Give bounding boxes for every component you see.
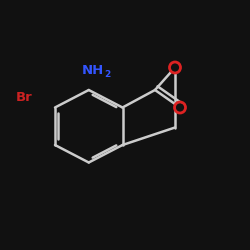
Circle shape — [170, 63, 180, 72]
Circle shape — [175, 103, 185, 112]
Text: 2: 2 — [104, 70, 110, 79]
Text: Br: Br — [16, 91, 32, 104]
Text: NH: NH — [82, 64, 104, 76]
